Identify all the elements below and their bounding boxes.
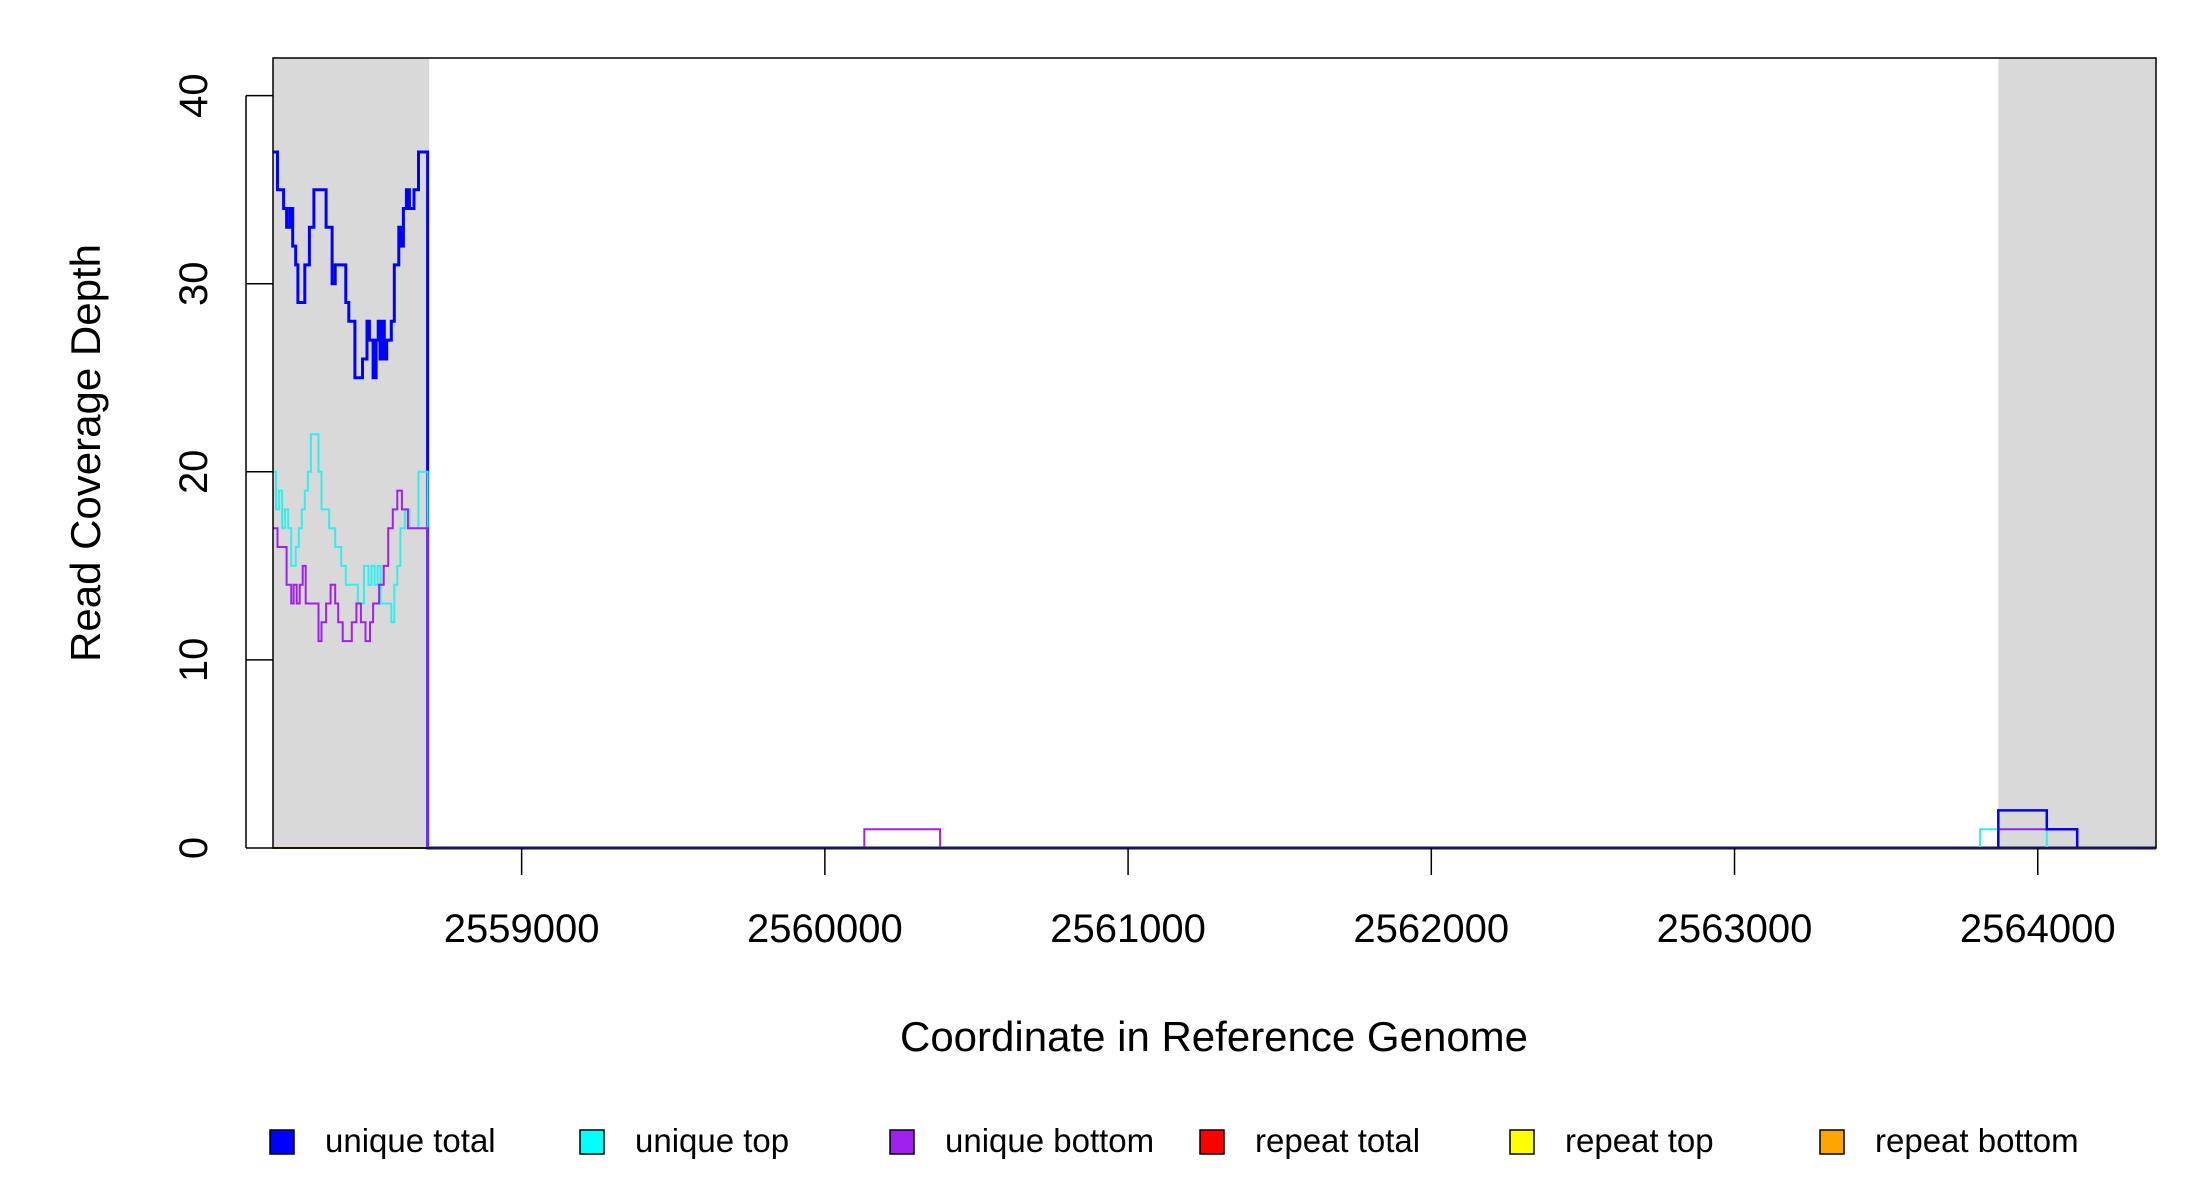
shaded-region	[273, 58, 430, 848]
x-tick-label: 2560000	[747, 907, 903, 951]
legend-item: unique total	[269, 1122, 496, 1159]
legend-swatch	[1509, 1129, 1535, 1155]
legend-swatch	[1199, 1129, 1225, 1155]
series-line-unique-total	[273, 150, 2156, 850]
legend-label: repeat bottom	[1875, 1122, 2079, 1159]
series-lines	[273, 150, 2156, 850]
legend: unique total unique top unique bottom repea…	[269, 1122, 2079, 1159]
legend-label: unique top	[635, 1122, 789, 1159]
legend-swatch	[889, 1129, 915, 1155]
legend-label: unique total	[325, 1122, 496, 1159]
legend-item: unique top	[579, 1122, 789, 1159]
legend-item: repeat bottom	[1819, 1122, 2079, 1159]
x-axis-label: Coordinate in Reference Genome	[900, 1013, 1528, 1060]
legend-item: repeat top	[1509, 1122, 1714, 1159]
x-tick-label: 2559000	[444, 907, 600, 951]
x-axis: 2559000 2560000 2561000 2562000 2563000 25640…	[273, 847, 2156, 951]
x-tick-label: 2564000	[1960, 907, 2116, 951]
y-tick-label: 40	[172, 73, 216, 118]
legend-label: repeat total	[1255, 1122, 1420, 1159]
shaded-region	[1998, 58, 2156, 848]
legend-label: unique bottom	[945, 1122, 1154, 1159]
legend-item: repeat total	[1199, 1122, 1420, 1159]
legend-label: repeat top	[1565, 1122, 1714, 1159]
shaded-regions	[273, 58, 2156, 848]
legend-swatch	[269, 1129, 295, 1155]
legend-swatch	[579, 1129, 605, 1155]
x-tick-label: 2561000	[1050, 907, 1206, 951]
y-axis: 0 10 20 30 40	[172, 73, 273, 859]
y-tick-label: 20	[172, 450, 216, 495]
y-axis-label: Read Coverage Depth	[62, 244, 109, 662]
series-line-unique-total-right-region-	[1997, 809, 2079, 848]
y-tick-label: 10	[172, 638, 216, 683]
plot-frame	[272, 57, 2157, 849]
x-tick-label: 2563000	[1657, 907, 1813, 951]
series-line-unique-bottom	[273, 489, 2156, 849]
series-line-unique-top	[273, 433, 2156, 849]
y-tick-label: 30	[172, 261, 216, 306]
legend-item: unique bottom	[889, 1122, 1154, 1159]
y-tick-label: 0	[172, 837, 216, 859]
x-tick-label: 2562000	[1353, 907, 1509, 951]
legend-swatch	[1819, 1129, 1845, 1155]
